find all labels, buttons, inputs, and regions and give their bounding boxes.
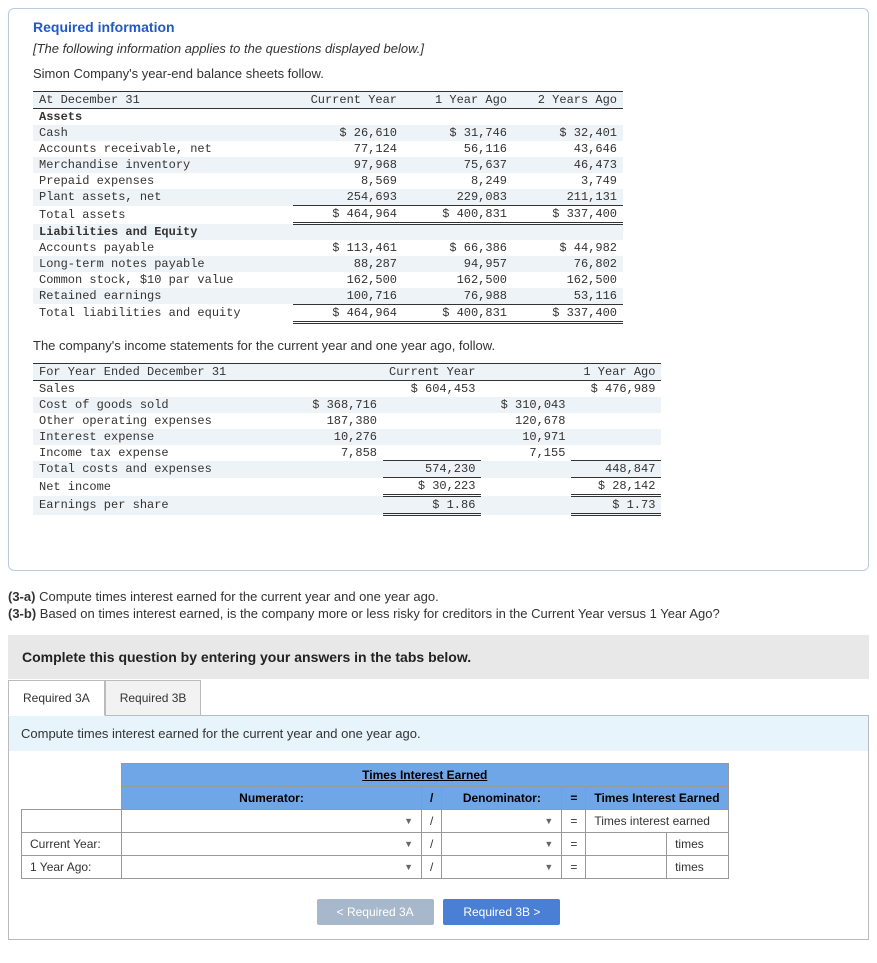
hdr-slash: / bbox=[422, 787, 442, 810]
bs-section-liab: Liabilities and Equity bbox=[39, 225, 197, 239]
required-heading: Required information bbox=[33, 19, 844, 35]
dropdown-icon: ▼ bbox=[544, 839, 553, 849]
income-statement-table: For Year Ended December 31 Current Year … bbox=[33, 363, 661, 517]
instruction-box: Complete this question by entering your … bbox=[8, 635, 869, 679]
bs-section-assets: Assets bbox=[39, 110, 82, 124]
py-numerator-input[interactable]: ▼ bbox=[122, 856, 422, 879]
balance-sheet-table: At December 31 Current Year 1 Year Ago 2… bbox=[33, 91, 623, 324]
answer-table: Times Interest Earned Numerator: / Denom… bbox=[21, 763, 729, 879]
answer-title: Times Interest Earned bbox=[122, 764, 729, 787]
tab-prompt: Compute times interest earned for the cu… bbox=[9, 716, 868, 751]
hdr-eq: = bbox=[562, 787, 586, 810]
cy-result-input[interactable] bbox=[586, 833, 667, 856]
dropdown-icon: ▼ bbox=[544, 816, 553, 826]
hdr-tie: Times Interest Earned bbox=[586, 787, 728, 810]
question-3a: (3-a) (3-a) Compute times interest earne… bbox=[8, 589, 869, 604]
hdr-denominator: Denominator: bbox=[442, 787, 562, 810]
tab-panel: Compute times interest earned for the cu… bbox=[8, 715, 869, 940]
prev-button[interactable]: < Required 3A bbox=[317, 899, 434, 925]
row-1-year-ago: 1 Year Ago: bbox=[22, 856, 122, 879]
applies-note: [The following information applies to th… bbox=[33, 41, 844, 56]
tab-required-3a[interactable]: Required 3A bbox=[8, 680, 105, 716]
tab-bar: Required 3A Required 3B bbox=[8, 679, 869, 715]
is-col-1: Current Year bbox=[383, 363, 481, 380]
cy-denominator-input[interactable]: ▼ bbox=[442, 833, 562, 856]
dropdown-icon: ▼ bbox=[404, 839, 413, 849]
question-3b: (3-b) Based on times interest earned, is… bbox=[8, 606, 869, 621]
income-intro: The company's income statements for the … bbox=[33, 338, 844, 353]
py-denominator-input[interactable]: ▼ bbox=[442, 856, 562, 879]
bs-col-3: 2 Years Ago bbox=[513, 92, 623, 109]
nav-buttons: < Required 3A Required 3B > bbox=[9, 891, 868, 939]
intro-text: Simon Company's year-end balance sheets … bbox=[33, 66, 844, 81]
next-button[interactable]: Required 3B > bbox=[443, 899, 560, 925]
dropdown-icon: ▼ bbox=[404, 816, 413, 826]
numerator-label-input[interactable]: ▼ bbox=[122, 810, 422, 833]
denominator-label-input[interactable]: ▼ bbox=[442, 810, 562, 833]
bs-col-0: At December 31 bbox=[33, 92, 293, 109]
py-result-input[interactable] bbox=[586, 856, 667, 879]
is-col-0: For Year Ended December 31 bbox=[33, 363, 293, 380]
hdr-numerator: Numerator: bbox=[122, 787, 422, 810]
dropdown-icon: ▼ bbox=[404, 862, 413, 872]
dropdown-icon: ▼ bbox=[544, 862, 553, 872]
info-card: Required information [The following info… bbox=[8, 8, 869, 571]
bs-col-1: Current Year bbox=[293, 92, 403, 109]
is-col-2: 1 Year Ago bbox=[571, 363, 661, 380]
tab-required-3b[interactable]: Required 3B bbox=[105, 680, 202, 716]
cy-numerator-input[interactable]: ▼ bbox=[122, 833, 422, 856]
bs-col-2: 1 Year Ago bbox=[403, 92, 513, 109]
row-current-year: Current Year: bbox=[22, 833, 122, 856]
tie-label: Times interest earned bbox=[586, 810, 728, 833]
